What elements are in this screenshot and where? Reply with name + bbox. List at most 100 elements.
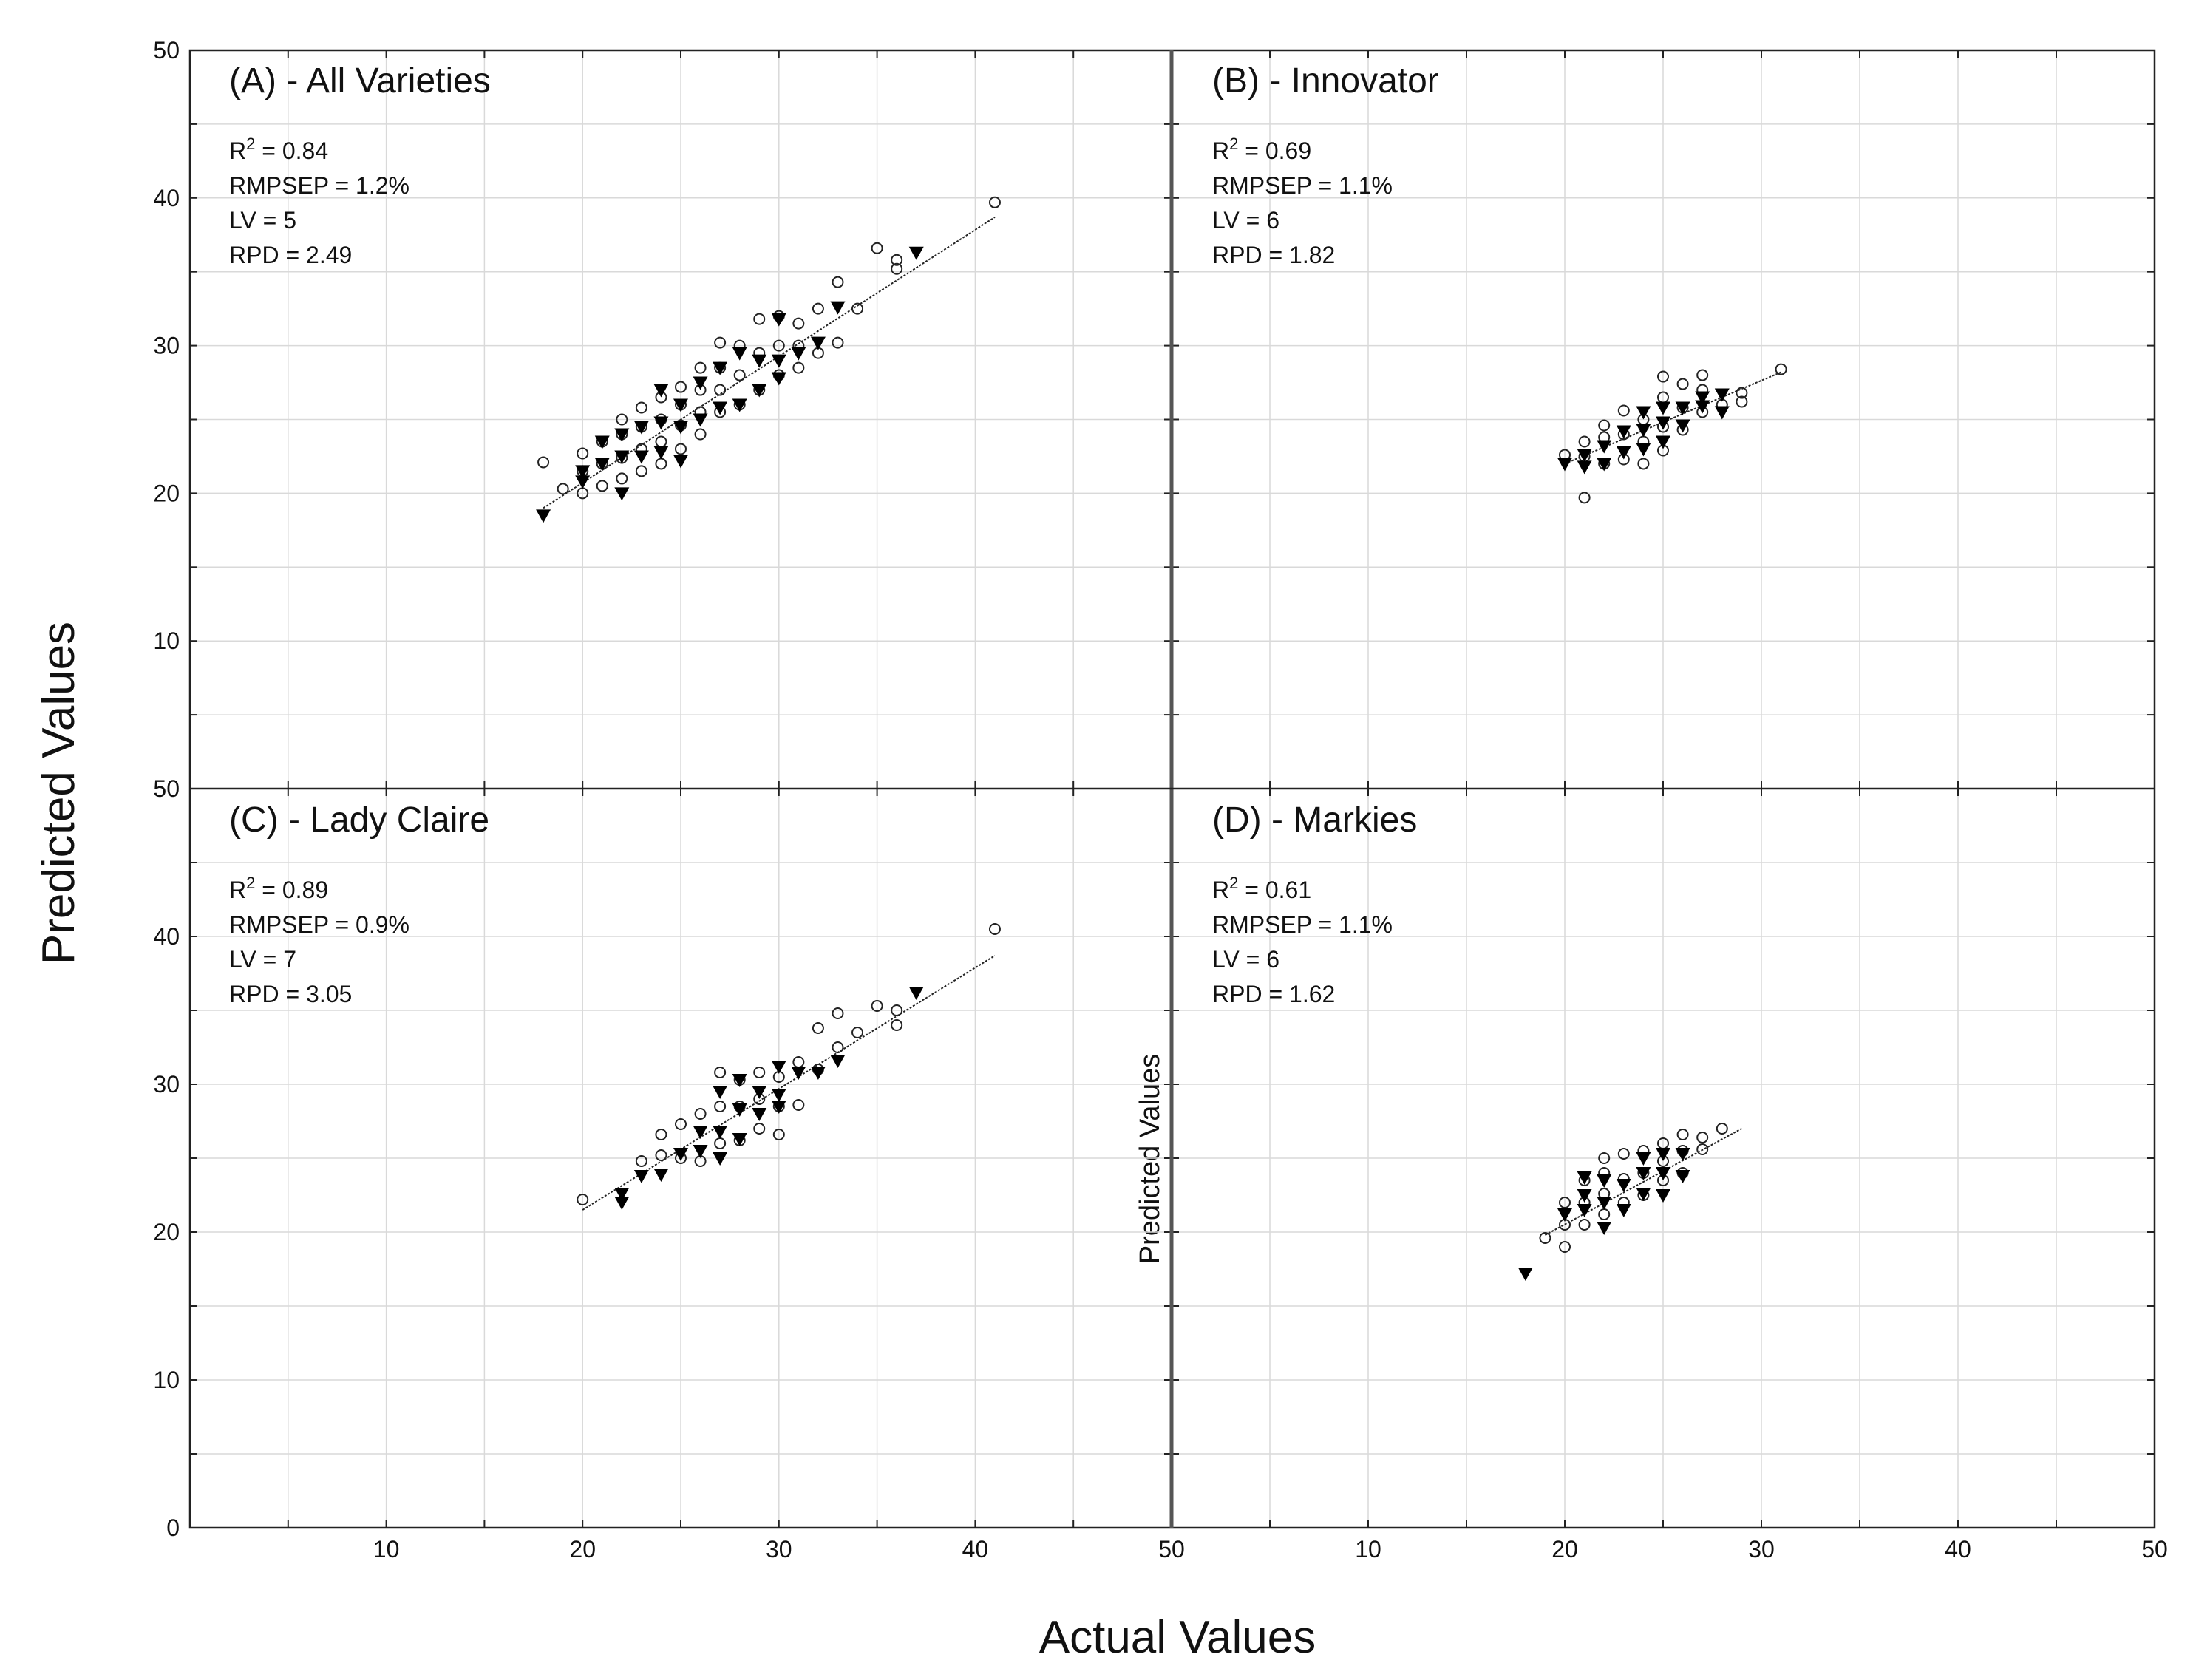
panel-d-calibration-point: [1617, 1148, 1630, 1160]
panel-c-validation-point: [732, 1103, 747, 1117]
panel-b-validation-point: [1636, 443, 1651, 457]
panel-a-calibration-point: [832, 276, 844, 288]
panel-a-calibration-point: [635, 465, 647, 477]
panel-b-calibration-point: [1617, 404, 1630, 417]
panel-a-validation-point: [732, 347, 747, 361]
panel-d-validation-point: [1577, 1171, 1592, 1185]
panel-c-validation-point: [713, 1126, 728, 1139]
panel-d-calibration-point: [1539, 1232, 1551, 1244]
panel-d-stat-line: R2 = 0.61: [1212, 874, 1311, 903]
panel-a-validation-point: [633, 421, 649, 435]
panel-a-calibration-point: [988, 196, 1001, 208]
panel-c-stat-line: LV = 7: [229, 946, 296, 973]
panel-c-validation-point: [693, 1145, 708, 1158]
y-tick-label: 10: [153, 1367, 180, 1393]
panel-a-calibration-point: [714, 336, 727, 349]
panel-b-stat-line: R2 = 0.69: [1212, 135, 1311, 164]
panel-d-validation-point: [1616, 1179, 1631, 1192]
panel-a-calibration-point: [596, 480, 608, 492]
panel-b-calibration-point: [1598, 419, 1611, 432]
panel-b-validation-point: [1636, 424, 1651, 438]
panel-c-calibration-point: [832, 1007, 844, 1019]
y-axis-title: Predicted Values: [33, 622, 84, 965]
panel-c-validation-point: [693, 1126, 708, 1139]
panel-d-validation-point: [1636, 1152, 1651, 1166]
panel-a-validation-point: [908, 246, 924, 260]
panel-d-validation-point: [1557, 1208, 1572, 1222]
panel-a-validation-point: [673, 421, 688, 435]
panel-c-calibration-point: [675, 1118, 687, 1130]
panel-c-validation-point: [752, 1086, 767, 1099]
panel-a-validation-point: [713, 361, 728, 375]
panel-b-calibration-point: [1696, 369, 1709, 381]
panel-c-calibration-point: [753, 1123, 766, 1135]
panel-c-calibration-point: [714, 1067, 727, 1078]
panel-b-calibration-point: [1676, 378, 1689, 390]
panel-b-title: (B) - Innovator: [1212, 61, 1439, 101]
y-tick-label: 40: [153, 185, 180, 211]
y-tick-label: 20: [153, 480, 180, 506]
panel-b: (B) - Innovator R2 = 0.69 RMPSEP = 1.1% LV…: [1172, 50, 2155, 789]
panel-b-validation-point: [1656, 435, 1670, 449]
panel-a-validation-point: [830, 301, 846, 315]
panel-a-calibration-point: [772, 339, 785, 352]
inset-y-axis-title: Predicted Values: [1135, 1054, 1166, 1264]
y-tick-label: 0: [166, 1514, 180, 1541]
panel-b-validation-point: [1597, 458, 1612, 472]
panel-a-calibration-point: [675, 443, 687, 455]
panel-c-calibration-point: [772, 1129, 785, 1140]
x-tick-label: 50: [2141, 1536, 2168, 1562]
panel-a-calibration-point: [635, 401, 647, 414]
x-tick-label: 40: [1945, 1536, 1971, 1562]
panel-d: (D) - Markies R2 = 0.61 RMPSEP = 1.1% LV =…: [1172, 789, 2155, 1528]
panel-b-fit: [1564, 371, 1781, 465]
panel-c-calibration-point: [871, 1000, 883, 1012]
y-tick-label: 50: [153, 37, 180, 64]
panel-c-calibration-point: [891, 1004, 903, 1016]
panel-b-stat-line: RPD = 1.82: [1212, 242, 1335, 268]
panel-a-validation-point: [653, 384, 669, 398]
panel-d-stat-line: LV = 6: [1212, 946, 1279, 973]
panel-a: (A) - All Varieties R2 = 0.84 RMPSEP = 1.…: [190, 50, 1172, 789]
panel-d-calibration-point: [1598, 1152, 1611, 1164]
panel-a-calibration-point: [616, 413, 628, 426]
panel-a-calibration-point: [577, 447, 589, 460]
panel-b-calibration-point: [1736, 387, 1748, 399]
panel-c-calibration-point: [714, 1101, 727, 1112]
x-tick-label: 40: [962, 1536, 989, 1562]
panel-a-stats: R2 = 0.84 RMPSEP = 1.2% LV = 5 RPD = 2.49: [229, 135, 409, 268]
panel-c-validation-point: [791, 1067, 806, 1080]
panel-d-calibration-point: [1696, 1143, 1709, 1155]
panel-d-validation-point: [1597, 1222, 1612, 1235]
panel-a-stat-line: RPD = 2.49: [229, 242, 352, 268]
panel-c-validation-point: [732, 1074, 747, 1087]
panel-c-validation-point: [732, 1133, 747, 1146]
panel-d-title: (D) - Markies: [1212, 800, 1417, 840]
panel-c-validation-point: [653, 1169, 669, 1182]
panel-b-validation-point: [1557, 458, 1572, 472]
panel-d-validation-point: [1577, 1189, 1592, 1203]
panel-c-validation-point: [673, 1148, 688, 1161]
panel-d-fit: [1544, 1128, 1742, 1236]
panel-a-calibration-point: [694, 361, 707, 374]
panel-a-validation-point: [594, 435, 610, 449]
y-tick-label: 40: [153, 923, 180, 950]
panel-d-calibration-point: [1696, 1132, 1709, 1143]
panel-a-validation-point: [614, 450, 630, 464]
panel-d-stat-line: RPD = 1.62: [1212, 981, 1335, 1007]
panel-b-validation-point: [1656, 416, 1670, 430]
panel-a-grid: [190, 50, 1172, 789]
panel-a-calibration-point: [792, 317, 805, 330]
panel-c-title: (C) - Lady Claire: [229, 800, 489, 840]
panel-c-calibration-point: [988, 923, 1001, 935]
panel-b-validation-point: [1695, 400, 1710, 414]
panel-d-validation-point: [1517, 1268, 1533, 1281]
panel-a-calibration-point: [851, 302, 864, 315]
panel-d-grid: [1172, 789, 2155, 1528]
panel-a-validation-point: [575, 475, 591, 489]
panel-c-validation-point: [771, 1061, 786, 1074]
panel-d-calibration-point: [1716, 1123, 1728, 1135]
panel-a-validation-point: [713, 401, 728, 415]
panel-b-validation-point: [1616, 446, 1631, 460]
